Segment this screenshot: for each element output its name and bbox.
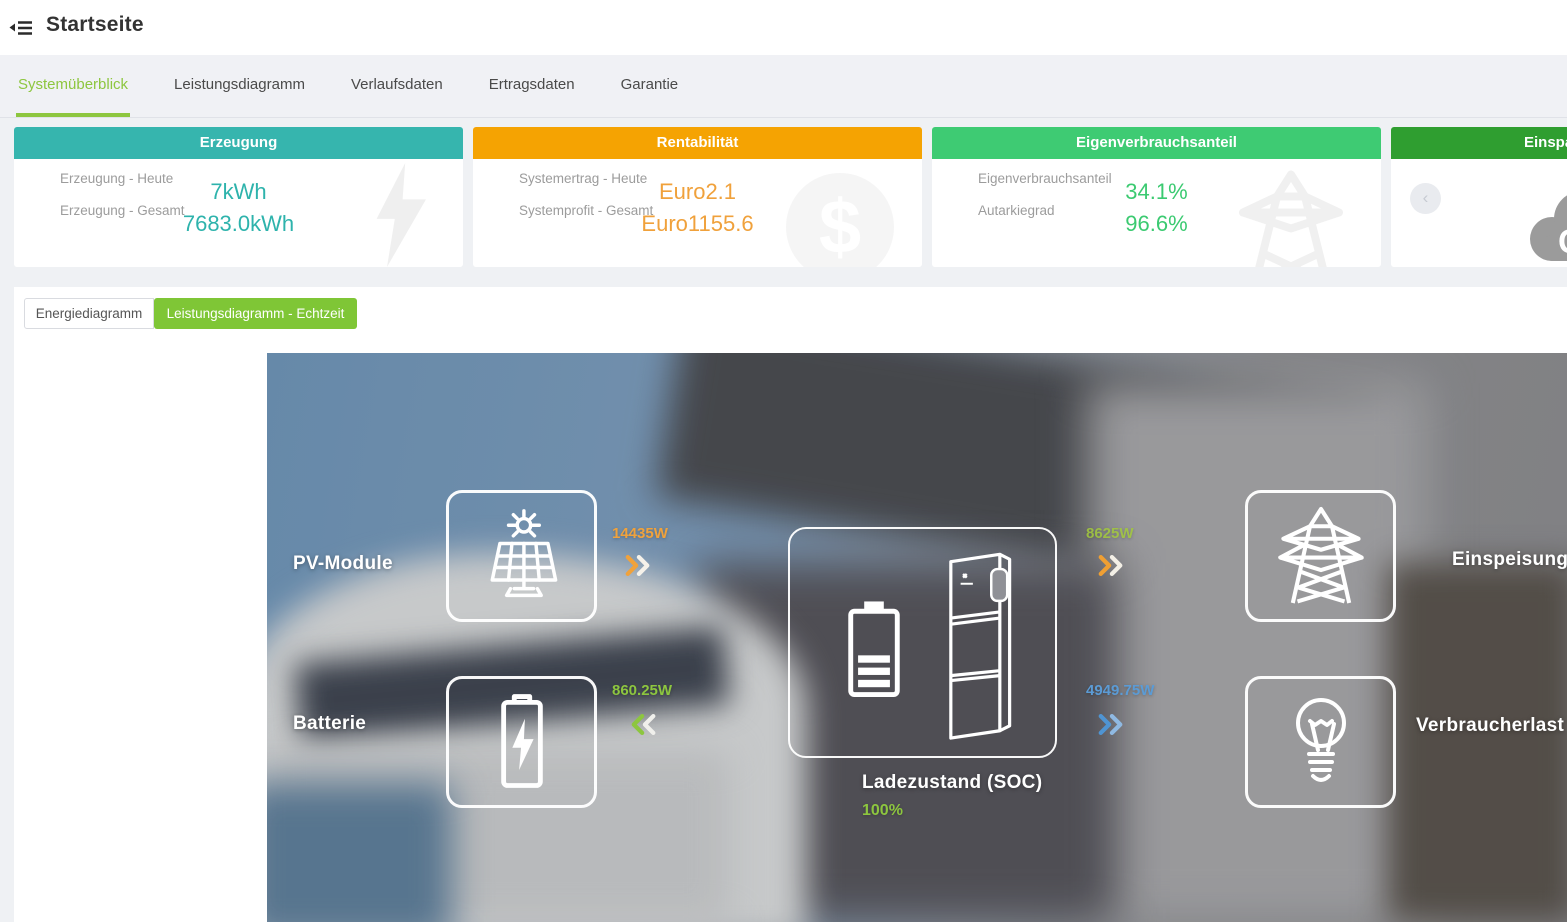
value-eigenverbrauchsanteil: 34.1% xyxy=(1125,179,1188,204)
batterie-label: Batterie xyxy=(293,713,367,734)
light-bulb-icon xyxy=(1295,698,1346,782)
label-erzeugung-gesamt: Erzeugung - Gesamt xyxy=(60,203,185,218)
co2-cloud-icon: CO₂ xyxy=(1516,183,1567,267)
load-power-value: 4949.75W xyxy=(1086,682,1155,699)
photo-shape xyxy=(1087,383,1427,922)
photo-dark-overlay xyxy=(267,353,1567,922)
battery-power-value: 860.25W xyxy=(612,682,673,699)
soc-label: Ladezustand (SOC) xyxy=(862,772,1043,793)
stat-cards-row: Erzeugung Erzeugung - Heute 7kWh Erzeugu… xyxy=(14,127,1567,267)
value-systemprofit-gesamt: Euro1155.6 xyxy=(641,211,754,236)
verbraucherlast-label: Verbraucherlast xyxy=(1416,715,1565,736)
label-erzeugung-heute: Erzeugung - Heute xyxy=(60,171,174,186)
pv-flow-arrow-icon xyxy=(625,555,651,576)
value-erzeugung-gesamt: 7683.0kWh xyxy=(182,211,295,236)
page-title: Startseite xyxy=(46,13,144,36)
house-photo: PV-Module 14435W Batterie xyxy=(267,353,1567,922)
svg-text:CO₂: CO₂ xyxy=(1558,223,1567,261)
tab-verlaufsdaten[interactable]: Verlaufsdaten xyxy=(350,75,443,93)
app-header: Startseite xyxy=(0,0,1567,55)
chevron-left-icon: ‹ xyxy=(1422,188,1429,207)
label-eigenverbrauchsanteil: Eigenverbrauchsanteil xyxy=(978,171,1112,186)
label-autarkiegrad: Autarkiegrad xyxy=(978,203,1055,218)
photo-shape xyxy=(267,783,452,922)
grid-power-value: 8625W xyxy=(1086,525,1134,542)
nav-tabs: Systemüberblick Leistungsdiagramm Verlau… xyxy=(0,55,1567,118)
value-autarkiegrad: 96.6% xyxy=(1125,211,1188,236)
carousel-prev-button[interactable]: ‹ xyxy=(1410,183,1441,214)
soc-battery-icon xyxy=(848,601,900,697)
card-rentabilitaet: Rentabilität Systemertrag - Heute Euro2.… xyxy=(473,127,922,267)
menu-fold-icon[interactable] xyxy=(9,16,33,40)
value-systemertrag-heute: Euro2.1 xyxy=(658,179,737,204)
battery-flow-arrow-icon xyxy=(631,714,657,735)
pv-power-value: 14435W xyxy=(612,525,668,542)
tab-leistungsdiagramm[interactable]: Leistungsdiagramm xyxy=(174,75,305,93)
card-einsparung-title: Einsparung xyxy=(1391,127,1567,159)
tab-garantie[interactable]: Garantie xyxy=(620,75,679,93)
tab-systemueberblick[interactable]: Systemüberblick xyxy=(16,55,131,117)
tab-ertragsdaten[interactable]: Ertragsdaten xyxy=(488,75,575,93)
card-rentabilitaet-title: Rentabilität xyxy=(473,127,922,159)
toggle-leistungsdiagramm-echtzeit[interactable]: Leistungsdiagramm - Echtzeit xyxy=(154,298,357,329)
batterie-icon-box[interactable] xyxy=(446,676,597,808)
pv-module-label: PV-Module xyxy=(293,553,393,574)
storage-cabinet-icon xyxy=(949,552,1012,740)
toggle-energiediagramm[interactable]: Energiediagramm xyxy=(24,298,154,329)
photo-shape xyxy=(1387,563,1567,922)
content-panel: Energiediagramm Leistungsdiagramm - Echt… xyxy=(14,287,1567,922)
label-systemertrag-heute: Systemertrag - Heute xyxy=(519,171,648,186)
card-eigenverbrauchsanteil: Eigenverbrauchsanteil Eigenverbrauchsant… xyxy=(932,127,1381,267)
grid-flow-arrow-icon xyxy=(1098,555,1124,576)
card-erzeugung-title: Erzeugung xyxy=(14,127,463,159)
solar-panel-icon xyxy=(490,509,557,598)
verbraucherlast-icon-box[interactable] xyxy=(1245,676,1396,808)
label-systemprofit-gesamt: Systemprofit - Gesamt xyxy=(519,203,654,218)
soc-box[interactable] xyxy=(788,527,1057,758)
value-erzeugung-heute: 7kWh xyxy=(210,179,267,204)
view-toggle: Energiediagramm Leistungsdiagramm - Echt… xyxy=(24,298,357,329)
battery-bolt-icon xyxy=(500,694,543,788)
einspeisung-icon-box[interactable] xyxy=(1245,490,1396,622)
load-flow-arrow-icon xyxy=(1098,714,1124,735)
soc-value: 100% xyxy=(862,802,903,819)
transmission-tower-icon xyxy=(1277,506,1364,604)
card-eigenverbrauchsanteil-title: Eigenverbrauchsanteil xyxy=(932,127,1381,159)
card-erzeugung: Erzeugung Erzeugung - Heute 7kWh Erzeugu… xyxy=(14,127,463,267)
einspeisung-label: Einspeisung xyxy=(1452,549,1567,570)
pv-module-icon-box[interactable] xyxy=(446,490,597,622)
